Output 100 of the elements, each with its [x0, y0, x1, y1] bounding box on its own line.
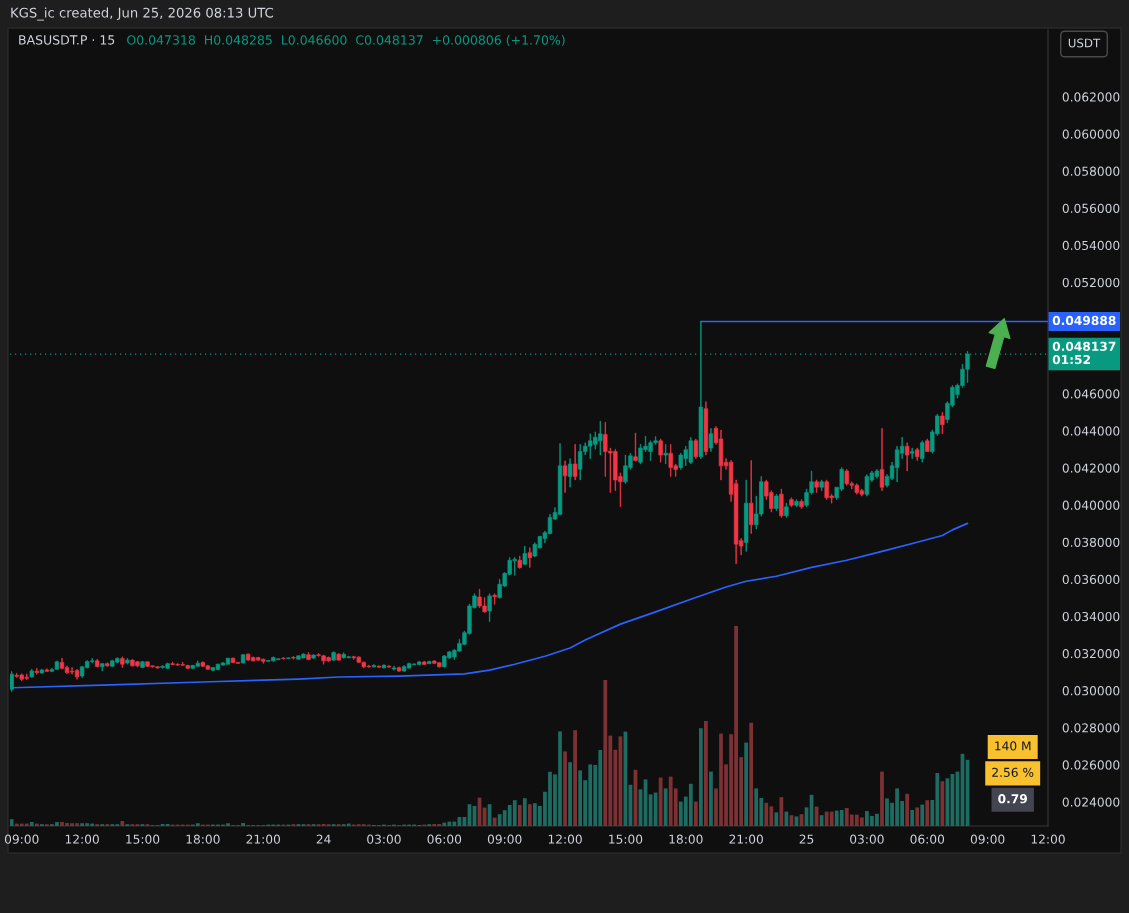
candlestick — [527, 547, 532, 568]
bar — [688, 783, 693, 826]
y-tick-label: 0.046000 — [1062, 389, 1120, 399]
bar — [573, 730, 577, 826]
x-tick-label: 25 — [799, 834, 814, 844]
candlestick — [819, 479, 824, 492]
candlestick — [703, 401, 709, 456]
y-tick-label: 0.028000 — [1062, 723, 1120, 733]
text: KGS_ic created, Jun 25, 2026 08:13 UTC — [11, 7, 274, 21]
candlestick — [100, 662, 105, 672]
candlestick — [291, 655, 296, 660]
candlestick — [663, 443, 668, 465]
y-tick-label: 0.038000 — [1062, 537, 1120, 547]
bar — [779, 797, 784, 826]
data-label: 0.049888 — [1052, 315, 1116, 326]
candlestick — [910, 447, 915, 459]
y-tick-label: 0.032000 — [1062, 649, 1120, 659]
bar — [940, 781, 945, 826]
bar — [658, 777, 663, 826]
y-tick-label: 0.058000 — [1062, 166, 1120, 176]
bar — [920, 804, 925, 826]
bar — [829, 811, 834, 826]
chart-title: BASUSDT.P · 15 — [19, 35, 115, 45]
candlestick — [794, 499, 799, 508]
bar — [568, 762, 572, 826]
candlestick — [693, 438, 699, 459]
bar — [603, 680, 608, 826]
bar — [744, 742, 749, 826]
candlestick — [396, 666, 402, 672]
candlestick — [311, 654, 316, 659]
annotation: 140 M — [995, 741, 1031, 751]
candlestick — [125, 658, 130, 665]
bar — [563, 751, 567, 826]
bar — [774, 812, 779, 826]
x-tick-label: 15:00 — [126, 834, 160, 844]
annotation: 0.79 — [998, 794, 1028, 804]
candlestick — [10, 671, 14, 692]
bar — [910, 810, 915, 826]
candlestick — [915, 447, 920, 461]
candlestick — [814, 479, 819, 493]
x-tick-label: 03:00 — [367, 834, 401, 844]
y-tick-label: 0.044000 — [1062, 426, 1120, 436]
bar — [442, 822, 447, 826]
bar — [709, 771, 713, 826]
y-tick-label: 0.056000 — [1062, 203, 1120, 213]
candlestick — [210, 666, 216, 672]
bar — [10, 819, 14, 826]
candlestick — [391, 665, 397, 671]
bar — [522, 798, 527, 826]
candlestick — [381, 664, 387, 669]
candlestick — [422, 660, 427, 665]
x-tick-label: 09:00 — [4, 834, 39, 844]
candlestick — [427, 660, 432, 665]
candlestick — [336, 653, 341, 661]
bar — [517, 805, 522, 826]
candlestick — [718, 429, 724, 481]
candlestick — [74, 668, 80, 680]
candlestick — [879, 428, 885, 492]
x-tick-label: 21:00 — [246, 834, 281, 844]
candlestick — [281, 657, 286, 660]
candlestick — [749, 460, 754, 534]
bar — [754, 788, 759, 826]
candlestick — [286, 657, 291, 660]
x-tick-label: 12:00 — [65, 834, 99, 844]
candlestick — [522, 545, 527, 566]
candlestick — [331, 651, 336, 662]
x-tick-label: 09:00 — [487, 834, 522, 844]
y-tick-label: 0.036000 — [1062, 574, 1120, 585]
candlestick — [658, 438, 663, 463]
candlestick — [120, 656, 125, 668]
bar — [492, 817, 497, 826]
candlestick — [708, 428, 714, 452]
bar — [749, 722, 754, 826]
ref-line-label: 0.048137 01:52 — [1052, 341, 1116, 365]
candlestick — [306, 652, 311, 661]
bar — [120, 821, 125, 826]
bar — [578, 770, 583, 826]
candlestick — [904, 442, 910, 472]
candlestick — [940, 411, 945, 435]
x-tick-label: 12:00 — [1031, 834, 1065, 844]
candlestick — [789, 497, 794, 508]
candlestick — [562, 460, 568, 493]
text: USDT — [1068, 38, 1101, 48]
bar — [880, 771, 884, 826]
candlestick — [371, 664, 377, 668]
bar — [704, 721, 708, 826]
bar — [905, 793, 910, 826]
y-tick-label: 0.060000 — [1062, 129, 1120, 139]
x-tick-label: 15:00 — [609, 834, 643, 844]
candlestick — [633, 432, 638, 462]
x-tick-label: 18:00 — [669, 834, 703, 844]
x-tick-label: 09:00 — [970, 834, 1005, 844]
y-tick-label: 0.062000 — [1062, 92, 1120, 102]
candlestick — [774, 493, 779, 511]
bar — [512, 800, 517, 826]
candlestick — [920, 440, 925, 463]
bar — [925, 800, 930, 826]
bar — [945, 778, 950, 826]
candlestick — [29, 668, 34, 678]
bar — [29, 822, 34, 826]
